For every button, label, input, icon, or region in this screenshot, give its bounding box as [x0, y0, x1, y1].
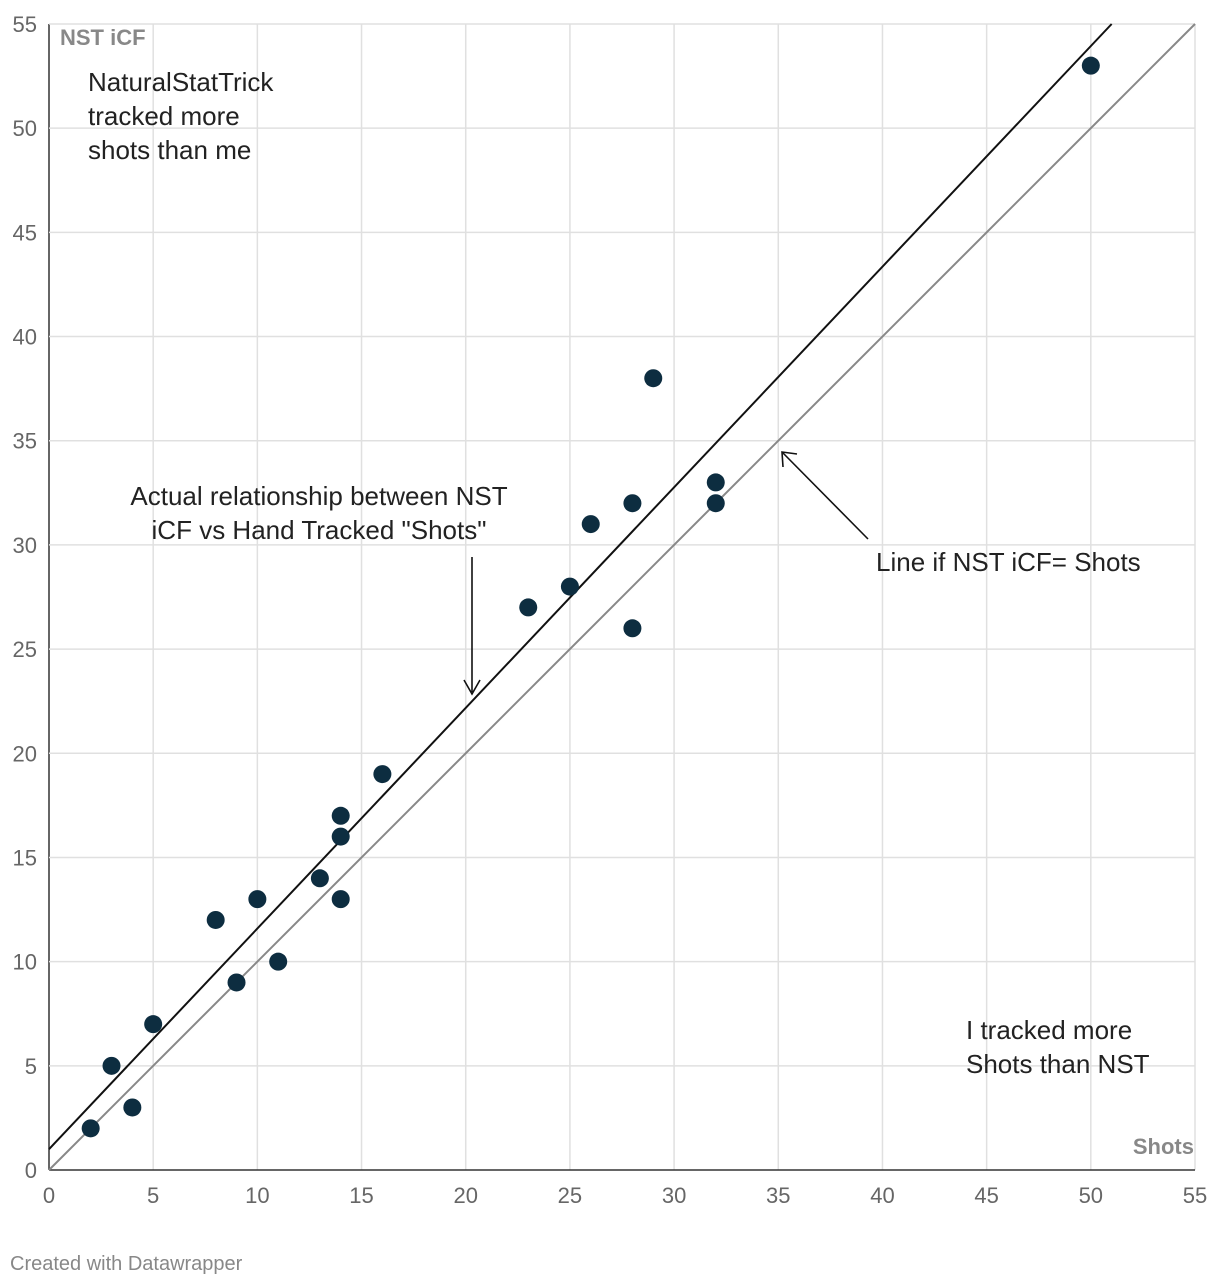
axis-tick-labels: 0 5 10 15 20 25 30 35 40 45 50 55 0 5 10 15 20 25 30 35 40 45…	[13, 12, 1208, 1208]
data-point	[331, 890, 350, 909]
annotation-actual: Actual relationship between NST iCF vs Ha…	[130, 481, 507, 545]
data-point	[581, 515, 600, 534]
x-tick-label: 55	[1183, 1183, 1207, 1208]
data-point	[331, 806, 350, 825]
y-tick-label: 15	[13, 845, 37, 870]
x-tick-label: 10	[245, 1183, 269, 1208]
y-tick-label: 5	[25, 1054, 37, 1079]
data-point	[269, 952, 288, 971]
y-tick-label: 45	[13, 220, 37, 245]
data-point	[1081, 56, 1100, 75]
data-point	[519, 598, 538, 617]
y-tick-label: 25	[13, 637, 37, 662]
data-point	[706, 494, 725, 513]
y-tick-label: 50	[13, 116, 37, 141]
data-point	[623, 619, 642, 638]
data-point	[623, 494, 642, 513]
x-tick-label: 35	[766, 1183, 790, 1208]
identity-line	[48, 23, 1196, 1171]
y-tick-label: 20	[13, 741, 37, 766]
y-axis-title: NST iCF	[60, 25, 146, 50]
data-point	[123, 1098, 142, 1117]
arrowhead-equal	[781, 451, 798, 468]
arrow-equal	[782, 452, 869, 540]
data-point	[644, 369, 663, 388]
data-point	[227, 973, 246, 992]
data-point	[310, 869, 329, 888]
data-point	[706, 473, 725, 492]
data-point	[373, 765, 392, 784]
reference-lines	[48, 23, 1196, 1171]
grid	[48, 23, 1196, 1171]
data-point	[144, 1015, 163, 1034]
y-tick-label: 40	[13, 325, 37, 350]
data-points	[81, 56, 1100, 1138]
y-tick-label: 0	[25, 1158, 37, 1183]
x-axis-title: Shots	[1133, 1134, 1194, 1159]
annotation-equal: Line if NST iCF= Shots	[876, 547, 1141, 577]
x-tick-label: 30	[662, 1183, 686, 1208]
x-tick-label: 40	[870, 1183, 894, 1208]
data-point	[206, 910, 225, 929]
y-tick-label: 30	[13, 533, 37, 558]
y-tick-label: 35	[13, 429, 37, 454]
annotation-nst-more: NaturalStatTrick tracked more shots than m…	[88, 67, 274, 165]
data-point	[81, 1119, 100, 1138]
y-tick-label: 10	[13, 950, 37, 975]
arrowhead-actual	[463, 679, 481, 696]
x-tick-label: 5	[147, 1183, 159, 1208]
y-tick-label: 55	[13, 12, 37, 37]
annotation-me-more: I tracked more Shots than NST	[966, 1015, 1150, 1079]
data-point	[102, 1056, 121, 1075]
data-point	[248, 890, 267, 909]
data-point	[560, 577, 579, 596]
x-tick-label: 45	[974, 1183, 998, 1208]
x-tick-label: 50	[1079, 1183, 1103, 1208]
trend-line	[48, 23, 1113, 1150]
data-point	[331, 827, 350, 846]
annotations: NaturalStatTrick tracked more shots than m…	[88, 67, 1150, 1079]
x-tick-label: 0	[43, 1183, 55, 1208]
x-tick-label: 15	[349, 1183, 373, 1208]
footer-credit: Created with Datawrapper	[10, 1253, 243, 1275]
x-tick-label: 20	[453, 1183, 477, 1208]
x-tick-label: 25	[558, 1183, 582, 1208]
